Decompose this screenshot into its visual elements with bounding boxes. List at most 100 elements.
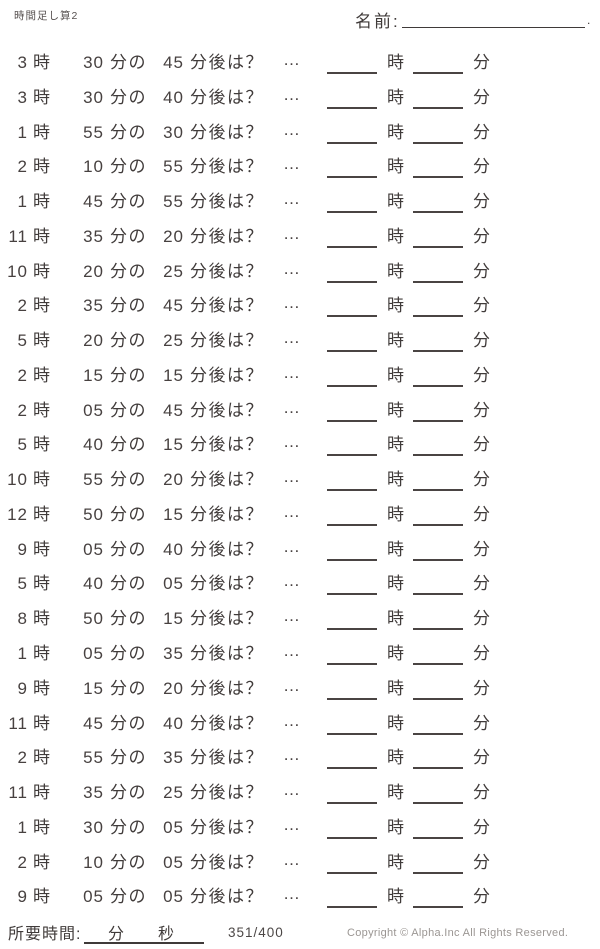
answer-hour-blank[interactable] [327,324,377,353]
hour-value: 3 [17,53,28,72]
answer-hour-blank[interactable] [327,185,377,214]
answer-hour-blank[interactable] [327,359,377,387]
answer-hour-blank[interactable] [327,498,377,526]
hour-value: 11 [8,713,28,733]
delta-minute-value: 20 [163,678,184,698]
after-question-label: 分後は？ [190,192,264,212]
answer-minute-blank[interactable] [413,463,463,492]
hour-unit-label: 時 [33,470,52,490]
answer-minute-blank[interactable] [413,811,463,839]
answer-hour-blank[interactable] [327,533,377,561]
answer-minute-blank[interactable] [413,255,463,283]
minute-unit-label: 分の [110,261,147,281]
answer-minute-unit-label: 分 [473,192,492,212]
answer-hour-blank[interactable] [327,46,377,74]
answer-minute-blank[interactable] [413,81,463,109]
problem-row: 11 時 45 分の 40 分後は？ … 時 分 [0,707,600,742]
answer-minute-blank[interactable] [413,394,463,422]
answer-minute-blank[interactable] [413,324,463,353]
minute-value: 45 [83,713,104,733]
answer-minute-blank[interactable] [413,498,463,526]
answer-hour-blank[interactable] [327,637,377,666]
answer-hour-blank[interactable] [327,220,377,248]
hour-value: 12 [7,504,28,524]
answer-minute-unit-label: 分 [473,157,492,177]
answer-hour-blank[interactable] [327,707,377,735]
hour-value: 9 [17,887,28,907]
problem-row: 2 時 05 分の 45 分後は？ … 時 分 [0,394,600,429]
ellipsis: … [283,606,300,626]
answer-hour-blank[interactable] [327,150,377,179]
minute-value: 20 [83,331,104,351]
ellipsis: … [283,50,300,69]
delta-minute-value: 15 [163,365,184,385]
minute-value: 05 [83,644,104,664]
answer-minute-blank[interactable] [413,637,463,666]
problem-row: 5 時 40 分の 15 分後は？ … 時 分 [0,428,600,463]
answer-hour-blank[interactable] [327,602,377,631]
answer-hour-blank[interactable] [327,741,377,770]
answer-minute-blank[interactable] [413,359,463,387]
after-question-label: 分後は？ [190,644,264,664]
name-input-line[interactable] [402,7,585,28]
answer-minute-blank[interactable] [413,672,463,700]
answer-minute-blank[interactable] [413,567,463,596]
answer-hour-blank[interactable] [327,811,377,839]
hour-value: 1 [17,817,28,837]
answer-minute-unit-label: 分 [473,887,492,907]
answer-hour-unit-label: 時 [387,748,406,768]
answer-hour-blank[interactable] [327,672,377,700]
minute-unit-label: 分の [110,852,147,872]
answer-hour-blank[interactable] [327,880,377,909]
answer-hour-blank[interactable] [327,846,377,874]
delta-minute-value: 25 [163,783,184,803]
answer-minute-blank[interactable] [413,880,463,909]
answer-minute-unit-label: 分 [473,435,492,455]
answer-minute-blank[interactable] [413,741,463,770]
minute-value: 40 [83,435,104,455]
answer-hour-blank[interactable] [327,81,377,109]
answer-minute-blank[interactable] [413,46,463,74]
delta-minute-value: 20 [163,470,184,490]
answer-hour-blank[interactable] [327,289,377,318]
footer: 所要時間: 分 秒 351/400 Copyright © Alpha.Inc … [0,916,600,949]
minute-unit-label: 分の [110,609,147,629]
answer-minute-blank[interactable] [413,150,463,179]
answer-minute-blank[interactable] [413,707,463,735]
after-question-label: 分後は？ [190,609,264,629]
problem-row: 9 時 05 分の 05 分後は？ … 時 分 [0,880,600,915]
answer-hour-blank[interactable] [327,394,377,422]
answer-minute-blank[interactable] [413,220,463,248]
hour-value: 1 [17,192,28,212]
answer-hour-blank[interactable] [327,255,377,283]
answer-minute-blank[interactable] [413,533,463,561]
answer-minute-blank[interactable] [413,185,463,214]
answer-hour-blank[interactable] [327,116,377,144]
answer-hour-blank[interactable] [327,428,377,457]
minute-value: 10 [83,852,104,872]
ellipsis: … [283,814,300,834]
answer-minute-unit-label: 分 [473,783,492,803]
answer-minute-blank[interactable] [413,116,463,144]
answer-minute-unit-label: 分 [473,609,492,629]
answer-minute-unit-label: 分 [473,470,492,490]
answer-hour-blank[interactable] [327,567,377,596]
problem-row: 11 時 35 分の 25 分後は？ … 時 分 [0,776,600,811]
after-question-label: 分後は？ [190,748,264,768]
required-time-blank[interactable]: 分 秒 [84,916,204,944]
hour-unit-label: 時 [33,296,52,316]
answer-minute-blank[interactable] [413,289,463,318]
answer-minute-blank[interactable] [413,846,463,874]
ellipsis: … [283,536,300,556]
minute-unit-label: 分の [110,539,147,559]
answer-minute-blank[interactable] [413,776,463,805]
answer-minute-blank[interactable] [413,428,463,457]
answer-minute-blank[interactable] [413,602,463,631]
ellipsis: … [283,223,300,243]
answer-hour-blank[interactable] [327,776,377,805]
answer-hour-blank[interactable] [327,463,377,492]
copyright-notice: Copyright © Alpha.Inc All Rights Reserve… [347,927,569,939]
minute-unit-label: 分の [110,331,147,351]
minute-value: 05 [83,400,104,420]
